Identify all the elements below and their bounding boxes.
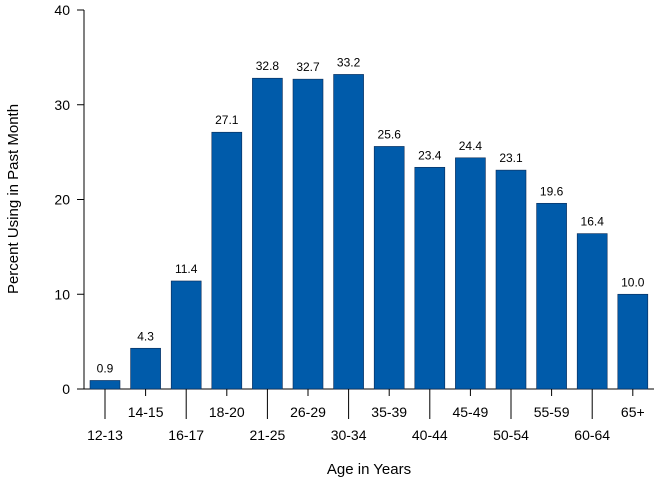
x-tick-label-40-44: 40-44	[412, 427, 448, 443]
x-tick-label-60-64: 60-64	[574, 427, 610, 443]
data-label-14-15: 4.3	[137, 329, 154, 343]
x-tick-label-16-17: 16-17	[168, 427, 204, 443]
y-tick-label: 30	[54, 97, 70, 113]
data-label-16-17: 11.4	[175, 262, 198, 276]
x-tick-label-35-39: 35-39	[371, 404, 407, 420]
data-label-18-20: 27.1	[215, 113, 239, 127]
bar-14-15	[130, 347, 161, 390]
bar-26-29	[292, 78, 324, 390]
x-tick-label-55-59: 55-59	[534, 404, 570, 420]
data-label-40-44: 23.4	[418, 148, 442, 162]
x-tick-label-65+: 65+	[621, 404, 645, 420]
bar-21-25	[252, 77, 283, 390]
x-tick-label-14-15: 14-15	[128, 404, 164, 420]
x-tick-label-26-29: 26-29	[290, 404, 326, 420]
y-tick-group: 0 10 20 30 40	[54, 2, 84, 397]
data-labels-group: 0.9 4.3 11.4 27.1 32.8 32.7 33.2 25.6 23.4 24.4 23…	[97, 55, 645, 375]
bar-50-54	[495, 169, 527, 390]
bar-60-64	[576, 233, 608, 390]
y-tick-label: 0	[62, 381, 70, 397]
data-label-45-49: 24.4	[459, 139, 483, 153]
bar-45-49	[455, 157, 486, 390]
bar-12-13	[89, 380, 121, 390]
y-tick-label: 10	[54, 286, 70, 302]
data-label-60-64: 16.4	[581, 215, 605, 229]
bar-16-17	[170, 280, 202, 390]
x-tick-label-45-49: 45-49	[452, 404, 488, 420]
bar-40-44	[414, 166, 446, 390]
bar-35-39	[373, 146, 405, 390]
x-axis-label: Age in Years	[327, 461, 411, 478]
bar-65+	[617, 293, 649, 390]
x-tick-label-50-54: 50-54	[493, 427, 529, 443]
data-label-12-13: 0.9	[97, 361, 114, 375]
data-label-30-34: 33.2	[337, 55, 361, 69]
x-tick-label-30-34: 30-34	[331, 427, 367, 443]
bar-18-20	[211, 131, 243, 390]
y-tick-label: 40	[54, 2, 70, 18]
data-label-35-39: 25.6	[378, 127, 402, 141]
bar-30-34	[333, 74, 364, 390]
x-tick-label-12-13: 12-13	[87, 427, 123, 443]
data-label-65+: 10.0	[621, 275, 645, 289]
y-tick-label: 20	[54, 192, 70, 208]
x-tick-label-21-25: 21-25	[249, 427, 285, 443]
y-axis-label: Percent Using in Past Month	[5, 104, 22, 294]
bar-55-59	[536, 202, 567, 390]
data-label-55-59: 19.6	[540, 184, 564, 198]
data-label-26-29: 32.7	[296, 60, 320, 74]
x-tick-label-18-20: 18-20	[209, 404, 245, 420]
data-label-21-25: 32.8	[256, 59, 280, 73]
data-label-50-54: 23.1	[499, 151, 523, 165]
bars-group	[89, 74, 649, 390]
